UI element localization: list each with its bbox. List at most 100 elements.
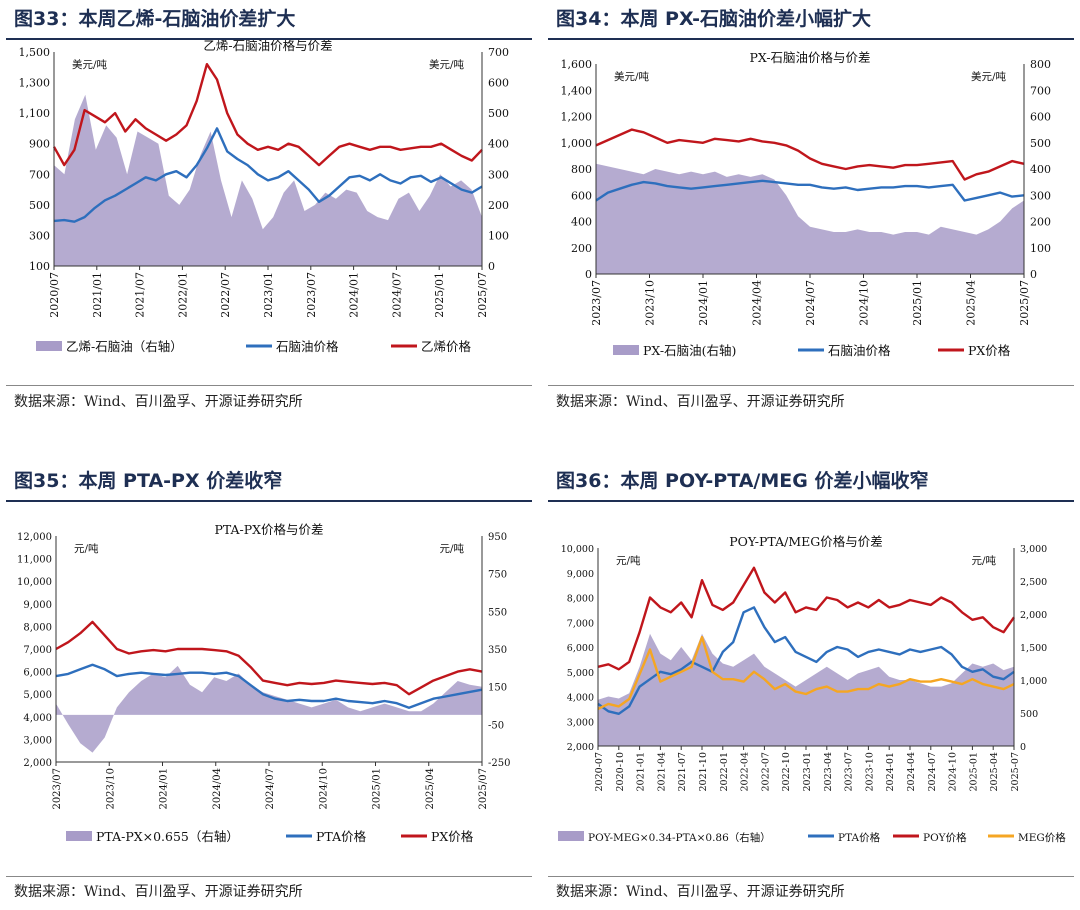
- series-line-2: [52, 63, 483, 167]
- x-tick-label: 2021/01: [91, 272, 104, 318]
- y-left-tick-label: 10,000: [17, 577, 52, 588]
- y-right-tick-label: 2,000: [1020, 610, 1047, 621]
- y-left-tick-label: 700: [29, 168, 50, 181]
- y-left-tick-label: 2,000: [567, 742, 594, 753]
- left-unit-label: 美元/吨: [72, 58, 108, 71]
- panel-title: 图35：本周 PTA-PX 价差收窄: [6, 462, 532, 502]
- y-left-tick-label: 1,400: [561, 84, 593, 97]
- series-line-3: [597, 635, 1015, 710]
- right-unit-label: 美元/吨: [971, 70, 1007, 83]
- x-tick-label: 2023/07: [590, 280, 603, 326]
- source-note: 数据来源：Wind、百川盈孚、开源证券研究所: [14, 394, 303, 410]
- x-tick-label: 2025/07: [476, 272, 489, 318]
- x-tick-label: 2025/04: [965, 280, 978, 326]
- panel-fig35: 图35：本周 PTA-PX 价差收窄 PTA-PX价格与价差 元/吨 元/吨 2,00…: [6, 462, 532, 907]
- y-right-tick-label: 100: [1030, 242, 1051, 255]
- legend-label: POY-MEG×0.34-PTA×0.86（右轴）: [588, 831, 771, 844]
- y-left-tick-label: 1,500: [19, 46, 51, 59]
- y-right-tick-label: 500: [488, 107, 509, 120]
- x-tick-label: 2021-01: [636, 752, 647, 791]
- x-tick-label: 2020-10: [615, 752, 626, 791]
- y-left-tick-label: 500: [29, 199, 50, 212]
- y-left-tick-label: 900: [29, 138, 50, 151]
- legend-label: 乙烯价格: [421, 339, 472, 354]
- y-right-tick-label: 100: [488, 229, 509, 242]
- x-tick-label: 2021-07: [677, 752, 688, 791]
- y-left-tick-label: 6,000: [567, 643, 594, 654]
- legend-label: PTA价格: [316, 829, 367, 844]
- x-tick-label: 2025-04: [989, 752, 1000, 791]
- y-left-tick-label: 3,000: [23, 735, 52, 746]
- y-left-tick-label: 2,000: [23, 758, 52, 769]
- x-tick-label: 2025-07: [1010, 752, 1021, 791]
- series-line-1: [53, 127, 483, 223]
- y-right-tick-label: 1,500: [1020, 643, 1047, 654]
- series-line-1: [595, 179, 1025, 202]
- x-tick-label: 2023/07: [52, 768, 63, 810]
- y-left-tick-label: 5,000: [23, 690, 52, 701]
- x-tick-label: 2025-01: [968, 752, 979, 791]
- y-right-tick-label: 550: [488, 607, 507, 618]
- y-right-tick-label: 400: [488, 138, 509, 151]
- series-area-0: [54, 94, 482, 266]
- series-area-0: [56, 665, 482, 753]
- chart-fig36: POY-PTA/MEG价格与价差 元/吨 元/吨 2,000 3,000 4,000 5,0…: [548, 502, 1074, 872]
- y-left-tick-label: 1,000: [561, 137, 593, 150]
- legend-label: PX价格: [431, 829, 474, 844]
- y-left-tick-label: 300: [29, 229, 50, 242]
- legend-label: PTA价格: [838, 831, 881, 844]
- y-left-tick-label: 6,000: [23, 668, 52, 679]
- y-left-tick-label: 3,000: [567, 717, 594, 728]
- x-tick-label: 2024/07: [390, 272, 403, 318]
- right-unit-label: 元/吨: [971, 554, 996, 567]
- legend-label: PX-石脑油(右轴): [643, 343, 736, 358]
- x-tick-label: 2024-01: [885, 752, 896, 791]
- series-line-2: [595, 128, 1025, 181]
- chart-title: 乙烯-石脑油价格与价差: [203, 40, 332, 53]
- y-right-tick-label: 1,000: [1020, 676, 1047, 687]
- x-tick-label: 2024/04: [751, 280, 764, 326]
- y-right-tick-label: 3,000: [1020, 544, 1047, 555]
- divider: [548, 385, 1074, 386]
- y-left-tick-label: 7,000: [23, 645, 52, 656]
- y-left-tick-label: 1,200: [561, 111, 593, 124]
- y-right-tick-label: 950: [488, 532, 507, 543]
- x-tick-label: 2024/07: [804, 280, 817, 326]
- x-tick-label: 2023/07: [305, 272, 318, 318]
- y-right-tick-label: 200: [1030, 216, 1051, 229]
- x-tick-label: 2023-10: [864, 752, 875, 791]
- chart-title: PX-石脑油价格与价差: [749, 50, 870, 65]
- y-left-tick-label: 800: [571, 163, 592, 176]
- x-tick-label: 2024-04: [906, 752, 917, 791]
- y-left-tick-label: 8,000: [567, 594, 594, 605]
- y-right-tick-label: 0: [1020, 742, 1026, 753]
- panel-fig34: 图34：本周 PX-石脑油价差小幅扩大 PX-石脑油价格与价差 美元/吨 美元/吨 0…: [548, 0, 1074, 420]
- y-right-tick-label: 500: [1020, 709, 1038, 720]
- x-tick-label: 2025/07: [1018, 280, 1031, 326]
- chart-fig33: 乙烯-石脑油价格与价差 美元/吨 美元/吨 100 300 500 700 900 1,100 1…: [6, 38, 532, 375]
- y-left-tick-label: 8,000: [23, 622, 52, 633]
- y-left-tick-label: 1,100: [19, 107, 51, 120]
- x-tick-label: 2021/07: [134, 272, 147, 318]
- left-unit-label: 元/吨: [74, 542, 99, 555]
- legend-swatch: [36, 341, 62, 351]
- source-note: 数据来源：Wind、百川盈孚、开源证券研究所: [14, 884, 303, 900]
- legend-label: PX价格: [968, 343, 1011, 358]
- divider: [548, 876, 1074, 877]
- y-left-tick-label: 9,000: [23, 600, 52, 611]
- y-right-tick-label: 600: [488, 77, 509, 90]
- x-tick-label: 2023-04: [823, 752, 834, 791]
- y-left-tick-label: 1,600: [561, 58, 593, 71]
- x-tick-label: 2023-01: [802, 752, 813, 791]
- panel-fig36: 图36：本周 POY-PTA/MEG 价差小幅收窄 POY-PTA/MEG价格与…: [548, 462, 1074, 907]
- panel-fig33: 图33：本周乙烯-石脑油价差扩大 乙烯-石脑油价格与价差 美元/吨 美元/吨 100 3…: [6, 0, 532, 420]
- x-tick-label: 2024-10: [948, 752, 959, 791]
- series-area-0: [596, 163, 1024, 274]
- x-tick-label: 2022/07: [219, 272, 232, 318]
- right-unit-label: 元/吨: [439, 542, 464, 555]
- y-left-tick-label: 7,000: [567, 618, 594, 629]
- y-left-tick-label: 12,000: [17, 532, 52, 543]
